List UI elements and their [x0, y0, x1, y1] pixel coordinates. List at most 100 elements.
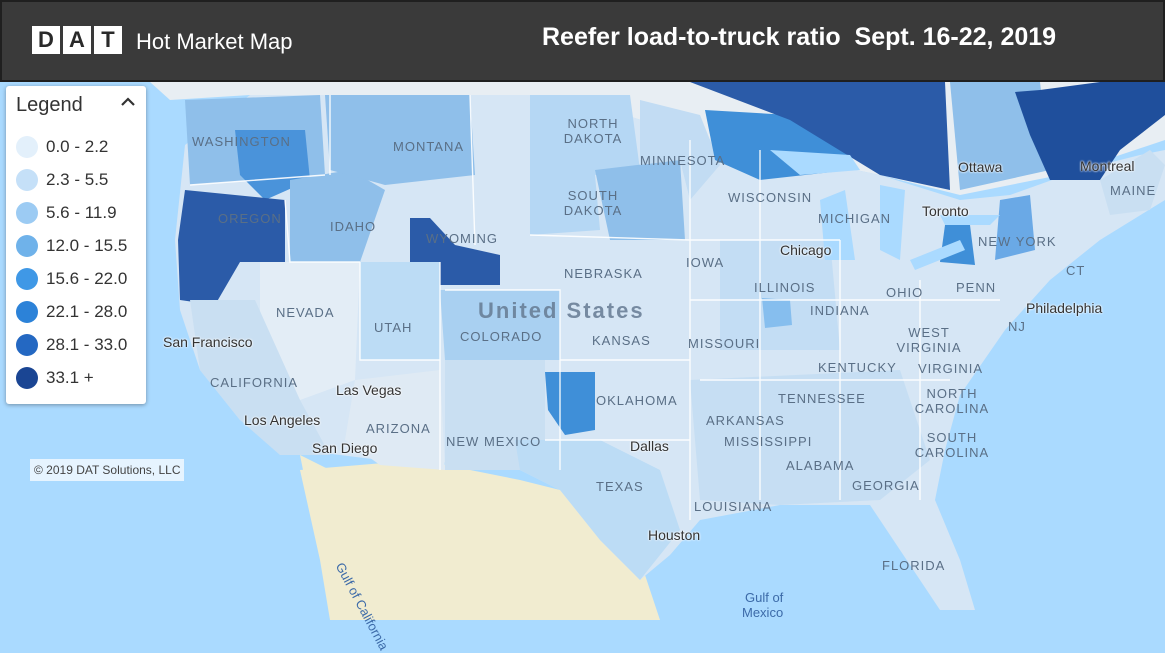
- state-label-new-mexico: NEW MEXICO: [446, 434, 542, 449]
- state-label-nebraska: NEBRASKA: [564, 266, 643, 281]
- state-label-tennessee: TENNESSEE: [778, 391, 866, 406]
- water-label-gulf-of-mexico-2: Mexico: [742, 605, 784, 620]
- state-label-wisconsin: WISCONSIN: [728, 190, 813, 205]
- legend-swatch: [16, 267, 38, 290]
- region-arizona: [345, 370, 445, 470]
- region-new-york-hot: [995, 195, 1035, 260]
- region-ontario-north: [690, 82, 950, 190]
- legend-item-label: 0.0 - 2.2: [46, 136, 109, 156]
- copyright-notice: © 2019 DAT Solutions, LLC: [30, 459, 185, 481]
- legend-swatch: [16, 366, 38, 389]
- country-label: United States: [478, 298, 645, 323]
- logo-letter: T: [94, 26, 122, 54]
- city-label-houston: Houston: [648, 527, 701, 543]
- state-label-maine: MAINE: [1110, 183, 1157, 198]
- region-quebec-east: [1015, 82, 1165, 180]
- region-texas: [515, 440, 680, 580]
- legend-item: 0.0 - 2.2: [16, 130, 127, 163]
- legend-swatch: [16, 333, 38, 356]
- legend-item-label: 33.1 +: [46, 367, 94, 387]
- state-label-arkansas: ARKANSAS: [706, 413, 785, 428]
- state-label-west-virginia: WEST VIRGINIA: [896, 325, 962, 355]
- legend-item-label: 22.1 - 28.0: [46, 301, 128, 321]
- city-label-san-francisco: San Francisco: [163, 334, 253, 350]
- state-label-florida: FLORIDA: [882, 558, 946, 573]
- region-utah: [360, 262, 440, 360]
- state-label-kentucky: KENTUCKY: [818, 360, 897, 375]
- state-label-louisiana: LOUISIANA: [694, 499, 773, 514]
- region-texas-panhandle: [545, 372, 595, 435]
- us-market-map[interactable]: [0, 82, 1165, 620]
- state-label-idaho: IDAHO: [330, 219, 377, 234]
- state-label-iowa: IOWA: [686, 255, 725, 270]
- chevron-up-icon[interactable]: [118, 92, 138, 112]
- state-label-illinois: ILLINOIS: [754, 280, 816, 295]
- city-label-ottawa: Ottawa: [958, 159, 1003, 175]
- logo-letter: D: [32, 26, 60, 54]
- legend-item: 33.1 +: [16, 361, 127, 394]
- region-southeast: [690, 370, 930, 505]
- state-label-wyoming: WYOMING: [426, 231, 498, 246]
- state-label-oregon: OREGON: [218, 211, 282, 226]
- legend-item-label: 12.0 - 15.5: [46, 235, 128, 255]
- legend-item: 5.6 - 11.9: [16, 196, 127, 229]
- app-name: Hot Market Map: [136, 29, 293, 54]
- region-idaho: [290, 170, 385, 262]
- state-label-south-carolina: SOUTH CAROLINA: [914, 430, 990, 460]
- header-bar: D A T Hot Market Map Reefer load-to-truc…: [0, 0, 1165, 82]
- state-label-oklahoma: OKLAHOMA: [596, 393, 678, 408]
- state-label-colorado: COLORADO: [460, 329, 543, 344]
- state-label-virginia: VIRGINIA: [918, 361, 984, 376]
- city-label-los-angeles: Los Angeles: [244, 412, 321, 428]
- state-label-missouri: MISSOURI: [688, 336, 761, 351]
- city-label-toronto: Toronto: [922, 203, 969, 219]
- dat-logo: D A T: [32, 26, 122, 54]
- state-label-south-dakota: SOUTH DAKOTA: [563, 188, 623, 218]
- city-label-montreal: Montreal: [1080, 158, 1135, 174]
- legend-items: 0.0 - 2.2 2.3 - 5.5 5.6 - 11.9 12.0 - 15…: [16, 130, 127, 394]
- legend-item-label: 28.1 - 33.0: [46, 334, 128, 354]
- legend-swatch: [16, 135, 38, 158]
- region-south-dakota-east: [595, 160, 685, 240]
- state-label-mississippi: MISSISSIPPI: [724, 434, 813, 449]
- legend-item-label: 2.3 - 5.5: [46, 169, 109, 189]
- legend-swatch: [16, 234, 38, 257]
- region-colorado: [440, 290, 560, 360]
- state-label-pennsylvania: PENN: [956, 280, 997, 295]
- legend-title: Legend: [16, 94, 83, 116]
- city-label-philadelphia: Philadelphia: [1026, 300, 1103, 316]
- region-midwest: [720, 240, 840, 350]
- city-label-dallas: Dallas: [630, 438, 669, 454]
- region-maine: [1100, 150, 1165, 215]
- state-label-arizona: ARIZONA: [366, 421, 431, 436]
- region-minnesota: [640, 100, 720, 200]
- state-label-montana: MONTANA: [393, 139, 465, 154]
- logo-letter: A: [63, 26, 91, 54]
- city-label-las-vegas: Las Vegas: [336, 382, 402, 398]
- state-label-connecticut: CT: [1066, 263, 1086, 278]
- region-nevada: [260, 262, 360, 400]
- state-borders: [189, 94, 1000, 520]
- region-oregon: [178, 190, 285, 305]
- legend-item: 12.0 - 15.5: [16, 229, 127, 262]
- state-label-minnesota: MINNESOTA: [640, 153, 726, 168]
- state-label-nevada: NEVADA: [276, 305, 335, 320]
- state-label-washington: WASHINGTON: [192, 134, 291, 149]
- state-label-north-dakota: NORTH DAKOTA: [563, 116, 623, 146]
- state-label-california: CALIFORNIA: [210, 375, 299, 390]
- state-label-ohio: OHIO: [886, 285, 924, 300]
- legend-item: 15.6 - 22.0: [16, 262, 127, 295]
- map-title: Reefer load-to-truck ratio Sept. 16-22, …: [542, 23, 1057, 51]
- region-montana: [325, 95, 475, 185]
- state-label-kansas: KANSAS: [592, 333, 651, 348]
- state-label-utah: UTAH: [374, 320, 413, 335]
- legend-panel: Legend 0.0 - 2.2 2.3 - 5.5 5.6 - 11.9 12…: [6, 86, 146, 404]
- state-label-new-york: NEW YORK: [978, 234, 1057, 249]
- legend-item: 28.1 - 33.0: [16, 328, 127, 361]
- state-label-indiana: INDIANA: [810, 303, 870, 318]
- city-label-chicago: Chicago: [780, 242, 832, 258]
- legend-item-label: 5.6 - 11.9: [46, 202, 117, 222]
- legend-swatch: [16, 201, 38, 224]
- water-label-gulf-of-mexico-1: Gulf of: [745, 590, 784, 605]
- state-label-north-carolina: NORTH CAROLINA: [914, 386, 990, 416]
